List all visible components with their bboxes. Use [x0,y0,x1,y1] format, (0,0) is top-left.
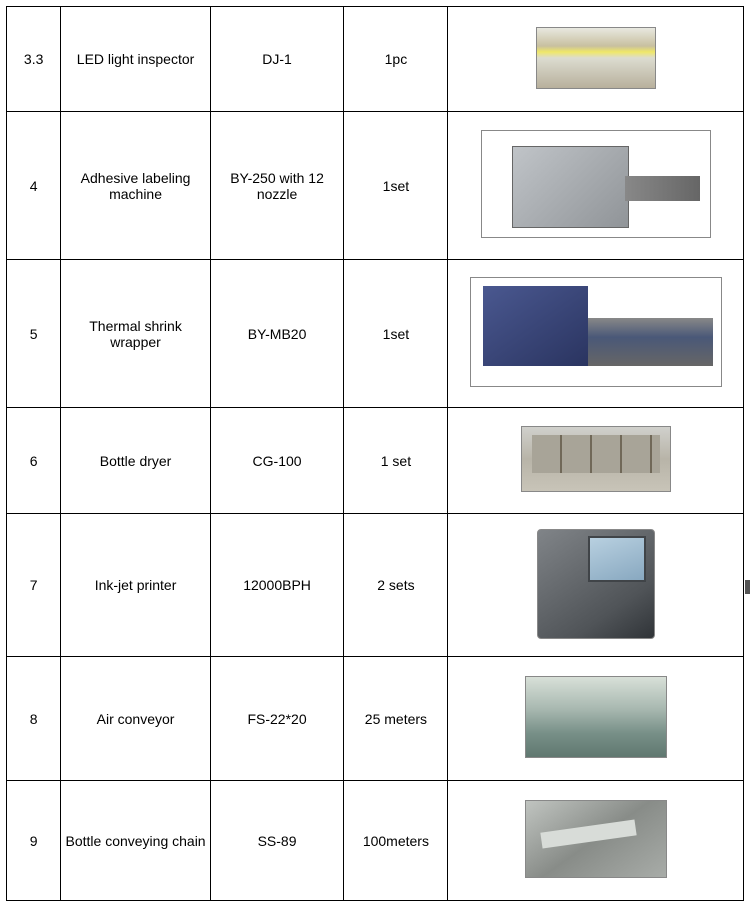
cell-number: 5 [7,260,61,408]
scrollbar-indicator [745,580,750,594]
equipment-image-icon [525,676,667,758]
cell-description: Bottle dryer [61,408,210,514]
cell-quantity: 1pc [344,7,448,112]
table-row: 5 Thermal shrink wrapper BY-MB20 1set [7,260,744,408]
cell-quantity: 2 sets [344,514,448,657]
cell-quantity: 100meters [344,781,448,901]
cell-description: Ink-jet printer [61,514,210,657]
cell-model: BY-250 with 12 nozzle [210,112,344,260]
cell-number: 8 [7,657,61,781]
equipment-image-icon [521,426,671,492]
cell-number: 6 [7,408,61,514]
equipment-image-icon [481,130,711,238]
cell-quantity: 1set [344,112,448,260]
cell-image [448,7,744,112]
equipment-image-icon [537,529,655,639]
table-row: 7 Ink-jet printer 12000BPH 2 sets [7,514,744,657]
cell-number: 4 [7,112,61,260]
table-row: 3.3 LED light inspector DJ-1 1pc [7,7,744,112]
equipment-table: 3.3 LED light inspector DJ-1 1pc 4 Adhes… [6,6,744,901]
cell-image [448,260,744,408]
cell-number: 3.3 [7,7,61,112]
cell-model: CG-100 [210,408,344,514]
table-row: 9 Bottle conveying chain SS-89 100meters [7,781,744,901]
cell-model: 12000BPH [210,514,344,657]
cell-model: DJ-1 [210,7,344,112]
cell-model: FS-22*20 [210,657,344,781]
cell-image [448,781,744,901]
table-row: 4 Adhesive labeling machine BY-250 with … [7,112,744,260]
cell-quantity: 25 meters [344,657,448,781]
cell-image [448,408,744,514]
table-row: 6 Bottle dryer CG-100 1 set [7,408,744,514]
cell-description: Thermal shrink wrapper [61,260,210,408]
cell-image [448,657,744,781]
cell-quantity: 1set [344,260,448,408]
cell-description: LED light inspector [61,7,210,112]
table-row: 8 Air conveyor FS-22*20 25 meters [7,657,744,781]
cell-number: 9 [7,781,61,901]
cell-description: Air conveyor [61,657,210,781]
cell-quantity: 1 set [344,408,448,514]
cell-image [448,514,744,657]
cell-model: BY-MB20 [210,260,344,408]
cell-image [448,112,744,260]
equipment-image-icon [525,800,667,878]
equipment-image-icon [536,27,656,89]
equipment-image-icon [470,277,722,387]
cell-model: SS-89 [210,781,344,901]
cell-number: 7 [7,514,61,657]
cell-description: Adhesive labeling machine [61,112,210,260]
cell-description: Bottle conveying chain [61,781,210,901]
